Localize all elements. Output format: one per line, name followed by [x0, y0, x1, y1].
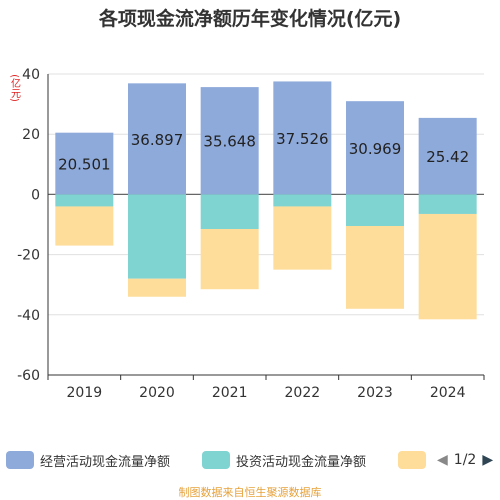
triangle-right-icon[interactable]: ▶ [482, 452, 494, 468]
x-tick-label-2019: 2019 [67, 385, 103, 401]
y-tick-label: -20 [17, 248, 40, 264]
source-note: 制图数据来自恒生聚源数据库 [178, 486, 322, 499]
x-tick-label-2023: 2023 [357, 385, 393, 401]
bar-2020-series-0 [128, 83, 186, 195]
legend-pager: ◀ 1/2 ▶ [437, 446, 493, 474]
y-tick-label: 0 [31, 187, 40, 203]
legend-item-investing[interactable]: 投资活动现金流量净额 [202, 446, 366, 474]
x-tick-label-2020: 2020 [139, 385, 175, 401]
bar-chart: 20.501 36.897 35.648 37.526 30.969 25.42 40 20… [9, 67, 485, 401]
data-label-2022: 37.526 [276, 130, 329, 148]
legend-page-indicator: 1/2 [453, 452, 477, 468]
bar-2024-series-1 [418, 194, 477, 214]
data-label-2019: 20.501 [58, 156, 111, 174]
x-tick-label-2024: 2024 [430, 385, 466, 401]
bar-2024-series-0 [418, 117, 477, 195]
axis-layer: 40 20 0 -20 -40 -60 (亿元) 2019 2020 2021 2022 2023 20… [9, 67, 485, 401]
bar-2019-series-2 [55, 206, 114, 246]
y-tick-label: 20 [22, 127, 40, 143]
y-axis-label: (亿元) [9, 74, 21, 102]
legend-label-operating: 经营活动现金流量净额 [40, 454, 171, 470]
y-tick-label: -60 [17, 368, 40, 384]
bar-2023-series-1 [346, 194, 404, 227]
chart-title: 各项现金流净额历年变化情况(亿元) [98, 8, 402, 30]
data-label-2021: 35.648 [203, 133, 256, 151]
legend-item-operating[interactable]: 经营活动现金流量净额 [6, 446, 170, 474]
y-tick-label: -40 [17, 308, 40, 324]
bar-2020-series-1 [128, 194, 186, 279]
x-tick-label-2022: 2022 [285, 385, 321, 401]
bar-layer [55, 81, 477, 320]
bar-2021-series-2 [200, 229, 259, 290]
legend-swatch-operating [6, 451, 34, 469]
legend-swatch-financing [398, 451, 426, 469]
legend-item-financing[interactable] [398, 446, 432, 474]
y-tick-label: 40 [22, 67, 40, 83]
bar-2024-series-2 [418, 213, 477, 320]
x-tick-label-2021: 2021 [212, 385, 248, 401]
bar-2021-series-0 [200, 87, 259, 195]
bar-2021-series-1 [200, 194, 259, 230]
bar-2019-series-0 [55, 132, 114, 195]
bar-2022-series-1 [273, 194, 332, 207]
data-label-2024: 25.42 [426, 148, 469, 166]
legend-label-investing: 投资活动现金流量净额 [236, 454, 367, 470]
bar-2019-series-1 [55, 194, 114, 207]
grid-layer [48, 73, 484, 376]
triangle-left-icon[interactable]: ◀ [437, 452, 448, 468]
bar-2020-series-2 [128, 278, 186, 297]
bar-2022-series-2 [273, 206, 332, 270]
legend-swatch-investing [202, 451, 230, 469]
data-label-2023: 30.969 [349, 140, 402, 158]
legend: 经营活动现金流量净额 投资活动现金流量净额 [0, 446, 500, 474]
data-label-2020: 36.897 [131, 131, 184, 149]
bar-2023-series-2 [346, 226, 404, 309]
bar-2022-series-0 [273, 81, 332, 195]
label-layer: 20.501 36.897 35.648 37.526 30.969 25.42 [58, 130, 469, 174]
bar-2023-series-0 [346, 101, 404, 195]
